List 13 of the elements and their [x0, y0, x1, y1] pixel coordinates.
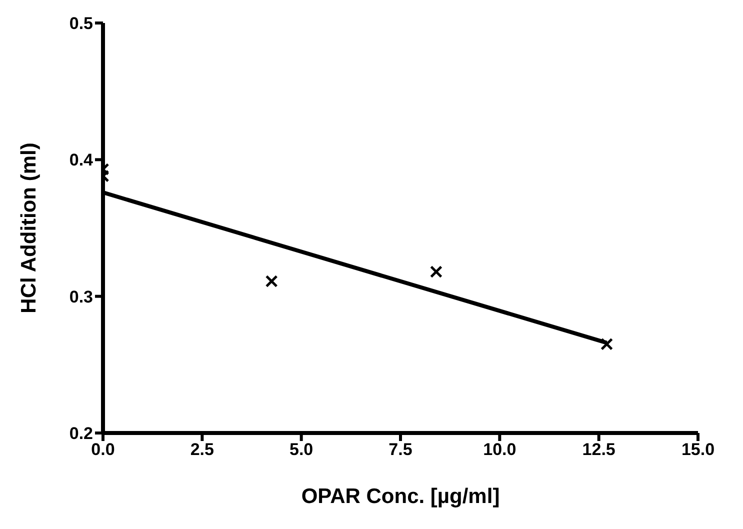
- x-tick-label: 2.5: [190, 440, 214, 460]
- x-tick-label: 10.0: [483, 440, 516, 460]
- x-tick-label: 0.0: [91, 440, 115, 460]
- x-axis-title: OPAR Conc. [µg/ml]: [301, 485, 500, 508]
- x-tick-label: 15.0: [681, 440, 715, 460]
- y-axis-title: HCl Addition (ml): [17, 142, 40, 314]
- x-tick-label: 7.5: [388, 440, 412, 460]
- x-tick-label: 5.0: [290, 440, 314, 460]
- y-tick-label: 0.4: [69, 150, 94, 170]
- x-tick-label: 12.5: [582, 440, 616, 460]
- y-tick-label: 0.2: [69, 424, 93, 444]
- y-tick-label: 0.5: [69, 14, 93, 34]
- y-tick-label: 0.3: [69, 287, 93, 306]
